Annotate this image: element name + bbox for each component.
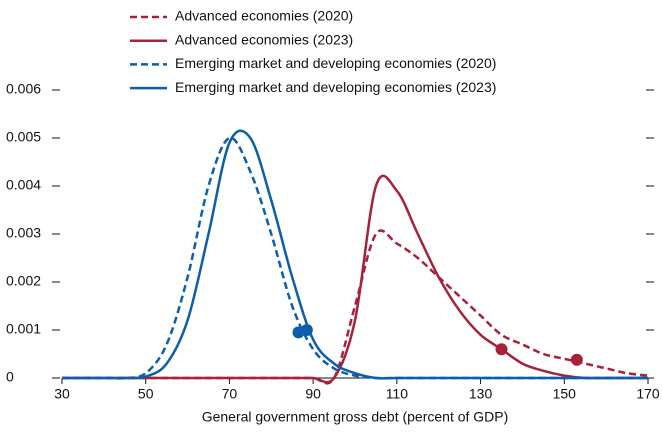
- x-tick-label: 170: [636, 386, 660, 402]
- x-tick-label: 150: [553, 386, 577, 402]
- series-line: [61, 129, 648, 380]
- marker: [570, 353, 583, 366]
- x-tick-label: 90: [305, 386, 321, 402]
- x-tick-label: 110: [386, 386, 409, 402]
- x-tick-label: 30: [54, 386, 70, 402]
- x-tick-label: 130: [469, 386, 493, 402]
- x-axis-label: General government gross debt (percent o…: [202, 409, 509, 425]
- y-tick-label: 0.005: [6, 129, 41, 145]
- y-tick-label: 0.001: [6, 321, 41, 337]
- legend-label: Emerging market and developing economies…: [175, 79, 496, 95]
- marker: [495, 343, 508, 356]
- legend-label: Advanced economies (2020): [175, 8, 353, 24]
- x-tick-label: 70: [222, 386, 238, 402]
- legend-label: Advanced economies (2023): [175, 31, 353, 47]
- series-line: [61, 136, 648, 380]
- y-tick-label: 0.003: [6, 225, 41, 241]
- marker: [300, 324, 313, 336]
- x-tick-label: 50: [138, 386, 154, 402]
- series-line: [61, 174, 648, 384]
- legend-label: Emerging market and developing economies…: [175, 55, 496, 71]
- y-tick-label: 0: [6, 369, 14, 385]
- series-line: [61, 229, 649, 385]
- y-tick-label: 0.004: [6, 177, 41, 193]
- y-tick-label: 0.002: [6, 273, 41, 289]
- y-tick-label: 0.006: [6, 81, 41, 97]
